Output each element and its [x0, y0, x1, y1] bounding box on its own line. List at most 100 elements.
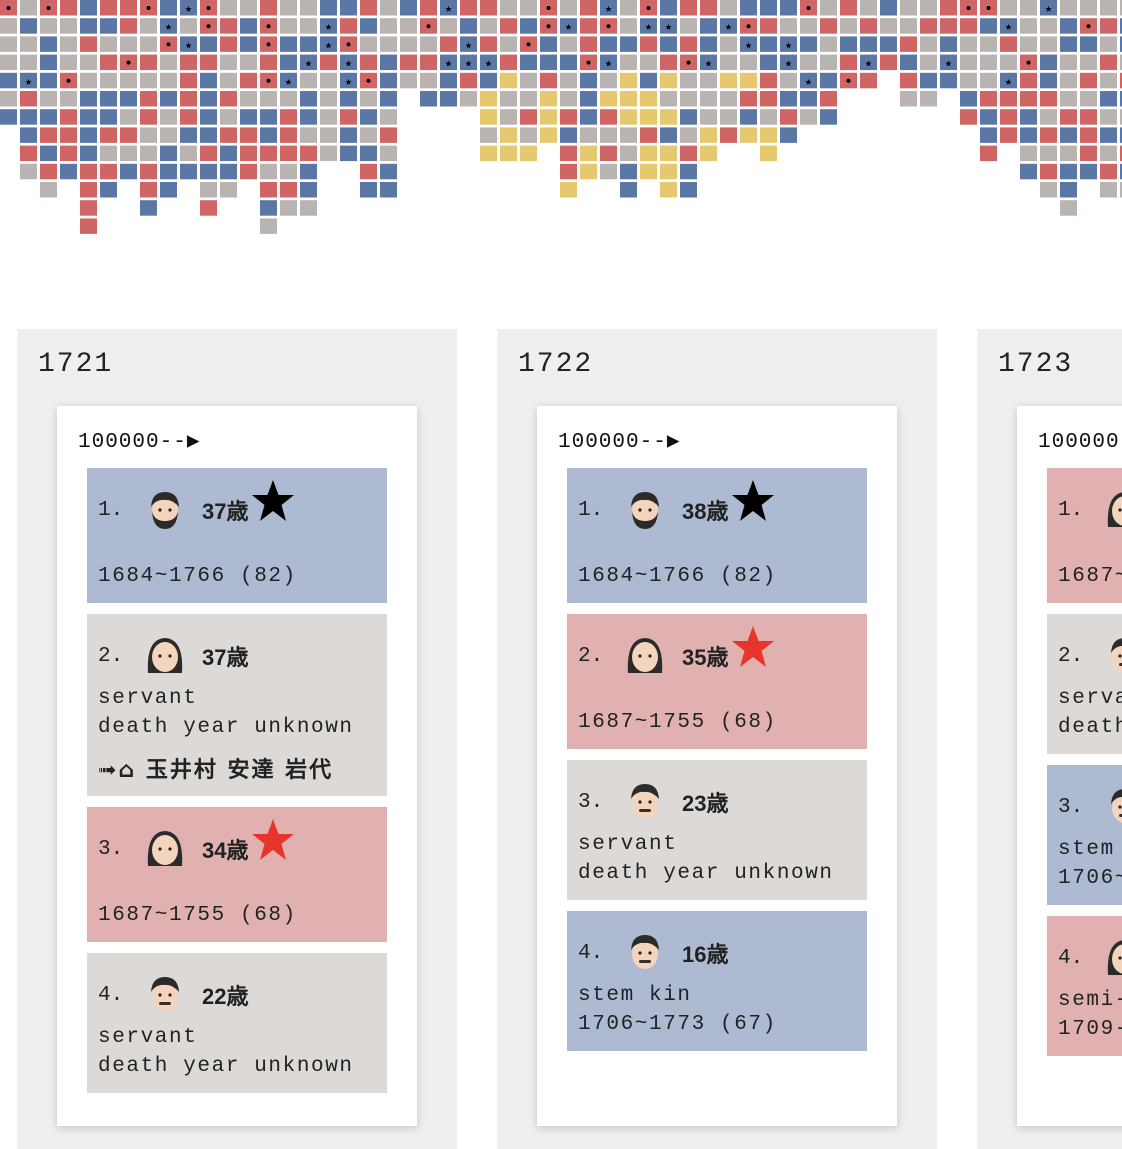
mosaic-cell: [340, 109, 357, 125]
person-card: 3. 23歳 servant death year unknown: [567, 760, 867, 900]
person-header: 4.14歳: [1058, 930, 1122, 986]
mosaic-cell: [780, 36, 797, 52]
detail-line: 1706~1773 (67): [578, 1013, 777, 1036]
mosaic-cell: [120, 91, 137, 107]
mosaic-cell: [460, 36, 477, 52]
mosaic-cell: [860, 0, 877, 16]
mosaic-cell: [820, 36, 837, 52]
eye: [1118, 805, 1122, 809]
mosaic-dot: [266, 42, 271, 47]
person-card: 4. 16歳 stem kin 1706~1773 (67): [567, 911, 867, 1051]
mosaic-cell: [80, 54, 97, 71]
mosaic-cell: [440, 18, 457, 34]
mosaic-cell: [1020, 163, 1037, 180]
mosaic-cell: [760, 0, 777, 16]
mosaic-cell: [560, 109, 577, 125]
mosaic-cell: [280, 54, 297, 71]
mosaic-cell: [640, 36, 657, 52]
mosaic-cell: [1120, 36, 1122, 52]
mosaic-cell: [580, 145, 597, 162]
detail-line: servant: [98, 1026, 198, 1049]
mosaic-cell: [680, 72, 697, 89]
mosaic-cell: [420, 0, 437, 16]
mosaic-cell: [40, 145, 57, 162]
mosaic-cell: [1020, 127, 1037, 143]
person-details: 1684~1766 (82): [98, 562, 377, 591]
mosaic-cell: [180, 54, 197, 71]
mosaic-cell: [240, 91, 257, 107]
mosaic-cell: [360, 91, 377, 107]
person-card: 2. 35歳 1687~1755 (68): [567, 614, 867, 749]
mosaic-cell: [20, 36, 37, 52]
mosaic-star: ★: [605, 57, 612, 71]
mosaic-cell: [340, 0, 357, 16]
mosaic-cell: [40, 163, 57, 180]
mosaic-cell: [900, 18, 917, 34]
mosaic-cell: [260, 163, 277, 180]
mosaic-cell: [100, 182, 117, 198]
year-label: 1722: [518, 349, 594, 380]
eye: [168, 508, 172, 512]
mosaic-dot: [426, 24, 431, 29]
rank: 4.: [1058, 946, 1084, 970]
mosaic-cell: [160, 163, 177, 180]
mosaic-cell: [1100, 127, 1117, 143]
mosaic-cell: [1040, 54, 1057, 71]
mosaic-cell: [1060, 145, 1077, 162]
person-card: 2. 37歳 servant death year unknown ➟⌂ 玉井村 安達 …: [87, 614, 387, 796]
mosaic-cell: [60, 109, 77, 125]
mosaic-cell: [800, 18, 817, 34]
eye: [1118, 956, 1122, 960]
face-icon: [631, 935, 659, 969]
moved-to: ➟⌂ 玉井村 安達 岩代: [98, 758, 334, 783]
mosaic-cell: [220, 36, 237, 52]
mosaic-cell: [920, 54, 937, 71]
eye: [168, 993, 172, 997]
mosaic-cell: [780, 72, 797, 89]
mosaic-cell: [700, 145, 717, 162]
mosaic-cell: [560, 0, 577, 16]
mustache: [1119, 663, 1122, 666]
mosaic-cell: [720, 109, 737, 125]
mosaic-cell: [140, 163, 157, 180]
mosaic-cell: [720, 0, 737, 16]
mosaic-cell: [500, 36, 517, 52]
mosaic-cell: [1060, 200, 1077, 216]
mosaic-cell: [560, 91, 577, 107]
person-card: 4.14歳 semi- 1709-: [1047, 916, 1122, 1056]
mosaic-cell: [20, 0, 37, 16]
mosaic-cell: [480, 72, 497, 89]
mosaic-cell: [520, 0, 537, 16]
mosaic-cell: [340, 72, 357, 89]
mosaic-cell: [320, 72, 337, 89]
mosaic-cell: [620, 36, 637, 52]
mosaic-cell: [700, 91, 717, 107]
rank: 2.: [98, 644, 124, 668]
mosaic-cell: [480, 18, 497, 34]
rank: 1.: [578, 498, 604, 522]
mosaic-cell: [720, 18, 737, 34]
mosaic-cell: [520, 145, 537, 162]
mosaic-cell: [500, 109, 517, 125]
mosaic-cell: [1120, 127, 1122, 143]
mosaic-cell: [520, 91, 537, 107]
mosaic-cell: [580, 163, 597, 180]
mosaic-dot: [806, 6, 811, 10]
mosaic-cell: [300, 182, 317, 198]
mosaic-cell: [140, 91, 157, 107]
mosaic-star: ★: [345, 75, 352, 89]
mosaic-cell: [800, 91, 817, 107]
star: [732, 626, 775, 667]
eye: [158, 847, 162, 851]
mosaic-cell: [740, 109, 757, 125]
mosaic-cell: [760, 91, 777, 107]
person-details: servant death year unknown ➟⌂ 玉井村 安達 岩代: [98, 684, 377, 784]
hair: [631, 492, 659, 507]
mosaic-cell: [540, 127, 557, 143]
mosaic-star: ★: [165, 20, 172, 34]
mosaic-cell: [60, 18, 77, 34]
mosaic-star: ★: [325, 20, 332, 34]
star-icon: [252, 480, 295, 521]
mosaic-cell: [140, 127, 157, 143]
mosaic-cell: [460, 18, 477, 34]
